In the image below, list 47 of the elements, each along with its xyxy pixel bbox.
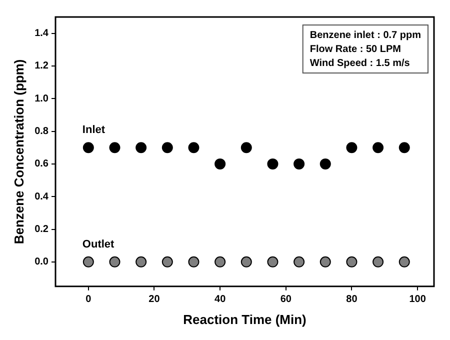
point (398, 142, 410, 154)
y-tick-label: 1.0 (34, 93, 49, 104)
point (267, 256, 278, 268)
annotation: Wind Speed : 1.5 m/s (310, 58, 410, 69)
y-tick-label: 0.2 (34, 224, 49, 236)
point (136, 142, 147, 154)
x-tick-label: 60 (280, 294, 292, 306)
point (294, 256, 305, 268)
x-tick-label: 80 (346, 294, 358, 306)
x-axis-title: Reaction Time (Min) (183, 312, 306, 327)
point (188, 256, 200, 268)
y-tick-label: 1.4 (34, 28, 49, 40)
point (267, 158, 278, 170)
point (109, 142, 120, 154)
y-tick-label: 0.0 (34, 256, 49, 268)
point (372, 142, 384, 154)
point (240, 142, 252, 154)
point (346, 142, 358, 154)
point (320, 256, 331, 268)
point (162, 256, 173, 268)
point (82, 256, 94, 268)
x-tick-label: 20 (148, 294, 160, 306)
x-tick-label: 100 (409, 294, 426, 306)
point (372, 256, 384, 268)
series-label: Outlet (82, 238, 115, 250)
x-tick-label: 40 (214, 294, 226, 306)
point (188, 142, 200, 154)
point (346, 256, 358, 268)
point (214, 158, 226, 170)
y-tick-label: 0.8 (34, 126, 49, 138)
point (214, 256, 226, 268)
point (320, 158, 331, 170)
point (109, 256, 120, 268)
point (294, 158, 305, 170)
annotation: Flow Rate : 50 LPM (310, 44, 401, 55)
annotation: Benzene inlet : 0.7 ppm (310, 30, 422, 41)
point (240, 256, 252, 268)
point (82, 142, 94, 154)
point (398, 256, 410, 268)
point (136, 256, 147, 268)
series-label: Inlet (82, 124, 106, 136)
y-tick-label: 0.4 (34, 191, 49, 202)
x-tick-label: 0 (86, 294, 92, 306)
y-tick-label: 1.2 (34, 60, 49, 72)
y-tick-label: 0.6 (34, 158, 49, 170)
point (162, 142, 173, 154)
y-axis-title: Benzene Concentration (ppm) (11, 59, 26, 244)
